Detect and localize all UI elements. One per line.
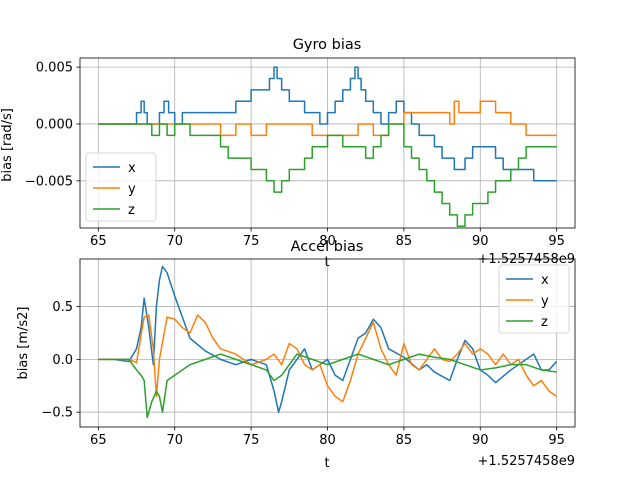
- gyro-x-tick-label: 65: [90, 234, 107, 249]
- accel-x-tick-label: 85: [396, 433, 413, 448]
- accel-plot-area: 65 70 75 80 85 90 95 −0.5 0.0 0.5 xyz: [41, 258, 576, 448]
- gyro-legend-label-z: z: [128, 203, 135, 218]
- gyro-y-tick-label: 0.005: [36, 61, 73, 76]
- accel-legend-box: [498, 264, 570, 334]
- accel-x-tick-label: 80: [319, 433, 336, 448]
- gyro-x-offset-label: +1.5257458e9: [478, 252, 575, 267]
- accel-y-tick-label: 0.0: [52, 353, 73, 368]
- gyro-legend-label-y: y: [128, 182, 136, 197]
- accel-x-tick-label: 65: [90, 433, 107, 448]
- gyro-x-tick-label: 90: [472, 234, 489, 249]
- accel-y-axis-label: bias [m/s2]: [16, 307, 31, 380]
- gyro-y-tick-label: 0.000: [36, 117, 73, 132]
- gyro-y-axis-label: bias [rad/s]: [0, 108, 15, 182]
- gyro-legend-box: [85, 152, 157, 222]
- gyro-x-tick-label: 70: [166, 234, 183, 249]
- accel-x-tick-label: 95: [548, 433, 565, 448]
- accel-series-y-line: [98, 314, 558, 403]
- accel-series-z-line: [98, 353, 557, 419]
- gyro-legend-label-x: x: [128, 161, 136, 176]
- accel-legend-label-y: y: [541, 294, 549, 309]
- accel-y-tick-label: 0.5: [52, 300, 73, 315]
- gyro-plot-area: 65 70 75 80 85 90 95 −0.005 0.000 0.005 xyz: [25, 57, 576, 249]
- accel-legend: xyz: [498, 264, 570, 334]
- accel-legend-label-z: z: [541, 315, 548, 330]
- accel-x-offset-label: +1.5257458e9: [478, 454, 575, 469]
- gyro-y-tick-label: −0.005: [25, 174, 73, 189]
- accel-x-tick-label: 70: [166, 433, 183, 448]
- accel-bias-panel: Accel bias bias [m/s2] t +1.5257458e9: [16, 239, 575, 471]
- gyro-series-x-line: [98, 66, 557, 182]
- accel-x-tick-label: 90: [472, 433, 489, 448]
- gyro-bias-panel: Gyro bias bias [rad/s] t +1.5257458e9: [0, 37, 575, 270]
- gyro-chart-title: Gyro bias: [293, 37, 362, 53]
- gyro-series-z-line: [98, 123, 557, 228]
- gyro-x-axis-label: t: [324, 255, 329, 270]
- accel-x-axis-label: t: [324, 456, 329, 471]
- gyro-x-tick-label: 85: [396, 234, 413, 249]
- gyro-legend: xyz: [85, 152, 157, 222]
- gyro-x-tick-label: 80: [319, 234, 336, 249]
- accel-y-tick-label: −0.5: [41, 406, 73, 421]
- accel-legend-label-x: x: [541, 273, 549, 288]
- gyro-x-tick-label: 95: [548, 234, 565, 249]
- accel-chart-title: Accel bias: [291, 239, 364, 255]
- accel-x-tick-label: 75: [243, 433, 260, 448]
- gyro-x-tick-label: 75: [243, 234, 260, 249]
